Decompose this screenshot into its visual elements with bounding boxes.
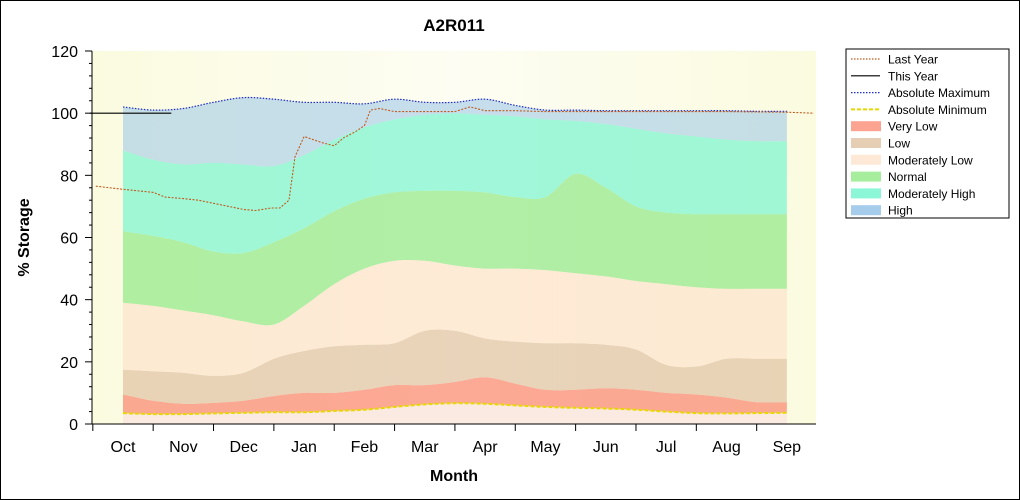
band-very-low — [123, 377, 787, 415]
series-last-year — [95, 106, 815, 212]
absolute-minimum-line — [122, 402, 787, 416]
y-tick-label-100: 100 — [51, 106, 78, 123]
chart-title: A2R011 — [423, 16, 484, 35]
y-tick-label-0: 0 — [69, 417, 78, 434]
band-below-minimum — [123, 403, 787, 424]
legend-swatch-moderately-high — [851, 188, 881, 199]
legend-swatch-normal — [851, 171, 881, 182]
y-tick-label-60: 60 — [60, 231, 78, 248]
legend-label-moderately-low: Moderately Low — [888, 153, 973, 167]
band-moderately-high — [123, 113, 787, 254]
x-axis-title: Month — [430, 468, 478, 485]
x-tick-label-mar: Mar — [411, 439, 439, 456]
x-tick-label-nov: Nov — [169, 439, 197, 456]
legend-label-absolute-minimum: Absolute Minimum — [888, 103, 987, 117]
legend-label-moderately-high: Moderately High — [888, 187, 975, 201]
y-tick-label-40: 40 — [60, 293, 78, 310]
absolute-maximum-line — [122, 96, 787, 112]
legend-label-normal: Normal — [888, 170, 927, 184]
x-tick-label-apr: Apr — [473, 439, 499, 456]
band-high — [123, 97, 787, 167]
legend-label-this-year: This Year — [888, 69, 938, 83]
legend-swatch-very-low — [851, 121, 881, 132]
x-tick-label-oct: Oct — [111, 439, 136, 456]
legend-label-very-low: Very Low — [888, 120, 938, 134]
x-tick-label-jan: Jan — [291, 439, 317, 456]
y-tick-label-80: 80 — [60, 168, 78, 185]
legend-label-last-year: Last Year — [888, 53, 938, 67]
y-tick-label-120: 120 — [51, 44, 78, 61]
legend-swatch-moderately-low — [851, 154, 881, 165]
legend: Last Year This Year Absolute Maximum Absolu… — [845, 48, 1010, 219]
legend-swatch-high — [851, 205, 881, 216]
x-tick-label-jun: Jun — [593, 439, 619, 456]
x-tick-label-may: May — [530, 439, 560, 456]
x-tick-label-jul: Jul — [656, 439, 676, 456]
x-tick-label-dec: Dec — [229, 439, 257, 456]
legend-label-high: High — [888, 204, 913, 218]
legend-label-absolute-maximum: Absolute Maximum — [888, 86, 990, 100]
x-tick-label-feb: Feb — [351, 439, 379, 456]
x-tick-label-aug: Aug — [712, 439, 740, 456]
y-axis-title: % Storage — [16, 198, 33, 276]
legend-swatch-low — [851, 138, 881, 148]
legend-label-low: Low — [888, 137, 910, 151]
y-tick-label-20: 20 — [60, 355, 78, 372]
band-low — [123, 329, 787, 404]
band-moderately-low — [123, 260, 787, 376]
band-normal — [123, 173, 787, 326]
x-tick-label-sep: Sep — [773, 439, 802, 456]
